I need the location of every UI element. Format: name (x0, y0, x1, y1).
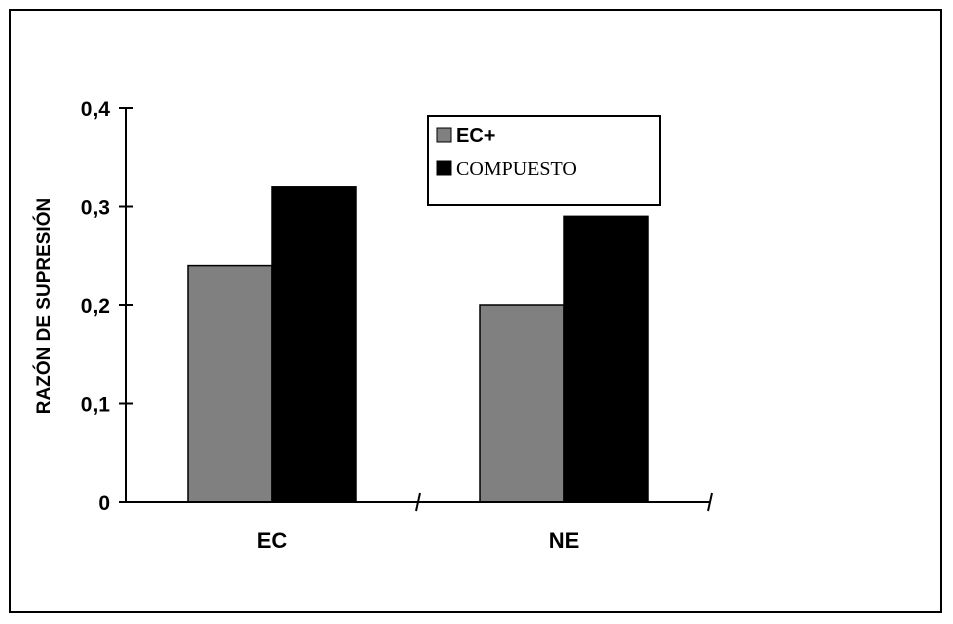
bar-ec-compuesto (271, 186, 357, 503)
x-tick-label-ec: EC (257, 528, 288, 553)
y-axis-title: RAZÓN DE SUPRESIÓN (33, 198, 55, 414)
y-tick-label: 0,4 (81, 98, 111, 121)
x-tick-label-ne: NE (549, 528, 580, 553)
x-tick-mark (415, 492, 421, 512)
plot-area: EC NE 0 0,1 0,2 0,3 0,4 (81, 98, 713, 553)
legend-swatch-compuesto (436, 160, 452, 176)
legend: EC+ COMPUESTO (427, 115, 661, 206)
x-tick-mark (707, 492, 713, 512)
bar-ec-ec (187, 264, 273, 503)
legend-box (427, 115, 661, 206)
chart-frame (9, 9, 942, 613)
y-tick-label: 0 (98, 492, 110, 515)
legend-label-compuesto: COMPUESTO (456, 158, 577, 180)
y-tick-label: 0,3 (81, 197, 110, 220)
legend-swatch-ec-plus (436, 127, 452, 143)
bar-ne-ec (479, 304, 565, 503)
legend-label-ec-plus: EC+ (456, 125, 495, 147)
y-tick-label: 0,2 (81, 295, 110, 318)
y-tick-label: 0,1 (81, 394, 111, 417)
bar-ne-compuesto (563, 215, 649, 503)
